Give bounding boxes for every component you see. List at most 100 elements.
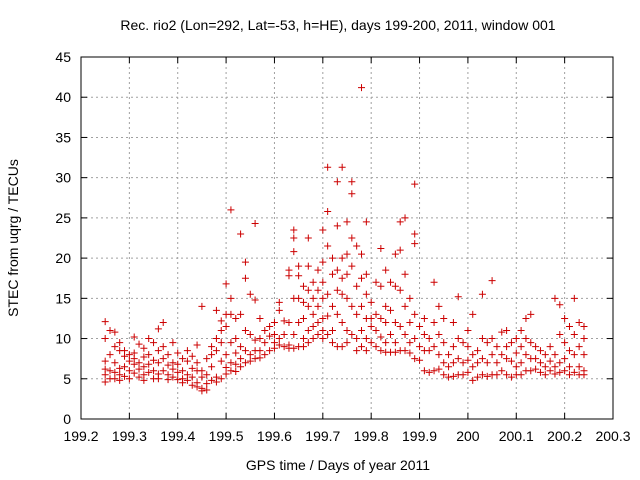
data-point (183, 357, 191, 365)
data-point (396, 246, 404, 254)
data-point (406, 318, 414, 326)
data-point (532, 355, 540, 363)
data-point (280, 343, 288, 351)
data-point (270, 318, 278, 326)
data-point (251, 355, 259, 363)
data-point (154, 359, 162, 367)
data-point (391, 348, 399, 356)
y-tick-label: 0 (63, 411, 71, 427)
data-point (561, 314, 569, 322)
data-point (546, 357, 554, 365)
data-point (527, 339, 535, 347)
data-point (188, 381, 196, 389)
gridlines (81, 57, 613, 419)
data-point (401, 214, 409, 222)
data-point (512, 363, 520, 371)
data-point (130, 333, 138, 341)
data-point (348, 262, 356, 270)
data-point (416, 322, 424, 330)
data-point (580, 335, 588, 343)
data-point (125, 367, 133, 375)
data-point (319, 278, 327, 286)
data-point (570, 368, 578, 376)
data-point (367, 298, 375, 306)
data-point (469, 310, 477, 318)
data-point (198, 367, 206, 375)
data-point (164, 376, 172, 384)
data-point (377, 347, 385, 355)
data-point (358, 302, 366, 310)
data-point (111, 375, 119, 383)
data-point (561, 339, 569, 347)
data-point (358, 327, 366, 335)
data-point (493, 359, 501, 367)
data-point (396, 322, 404, 330)
data-point (449, 343, 457, 351)
data-point (116, 376, 124, 384)
data-point (507, 373, 515, 381)
data-point (266, 347, 274, 355)
x-tick-label: 199.5 (209, 428, 244, 444)
data-point (348, 190, 356, 198)
data-point (309, 335, 317, 343)
data-point (203, 386, 211, 394)
data-point (440, 359, 448, 367)
data-point (391, 250, 399, 258)
data-point (101, 371, 109, 379)
data-point (498, 367, 506, 375)
data-point (280, 331, 288, 339)
data-point (454, 293, 462, 301)
data-point (256, 354, 264, 362)
data-point (358, 274, 366, 282)
data-point (299, 282, 307, 290)
x-tick-label: 199.9 (402, 428, 437, 444)
data-point (411, 335, 419, 343)
data-point (290, 248, 298, 256)
data-point (314, 318, 322, 326)
data-point (387, 306, 395, 314)
data-point (367, 314, 375, 322)
data-point (382, 302, 390, 310)
data-point (203, 380, 211, 388)
data-point (387, 278, 395, 286)
data-point (527, 367, 535, 375)
data-point (111, 343, 119, 351)
data-point (401, 270, 409, 278)
data-point (212, 306, 220, 314)
data-point (251, 220, 259, 228)
data-point (328, 339, 336, 347)
data-point (343, 218, 351, 226)
data-point (106, 327, 114, 335)
data-point (478, 335, 486, 343)
data-point (101, 318, 109, 326)
y-tick-label: 40 (55, 89, 71, 105)
data-point (324, 312, 332, 320)
data-point (343, 327, 351, 335)
data-point (188, 352, 196, 360)
data-point (416, 356, 424, 364)
data-point (232, 368, 240, 376)
data-point (377, 282, 385, 290)
data-point (135, 373, 143, 381)
y-tick-label: 10 (55, 331, 71, 347)
data-point (406, 349, 414, 357)
data-point (469, 351, 477, 359)
data-point (411, 310, 419, 318)
data-point (541, 371, 549, 379)
data-point (459, 359, 467, 367)
data-point (285, 272, 293, 280)
data-point (125, 357, 133, 365)
data-point (382, 266, 390, 274)
data-point (324, 331, 332, 339)
data-point (169, 373, 177, 381)
data-point (358, 343, 366, 351)
data-point (445, 363, 453, 371)
data-point (111, 328, 119, 336)
data-point (328, 270, 336, 278)
data-point (212, 347, 220, 355)
data-point (275, 335, 283, 343)
data-point (188, 364, 196, 372)
data-point (333, 286, 341, 294)
x-tick-label: 199.8 (354, 428, 389, 444)
